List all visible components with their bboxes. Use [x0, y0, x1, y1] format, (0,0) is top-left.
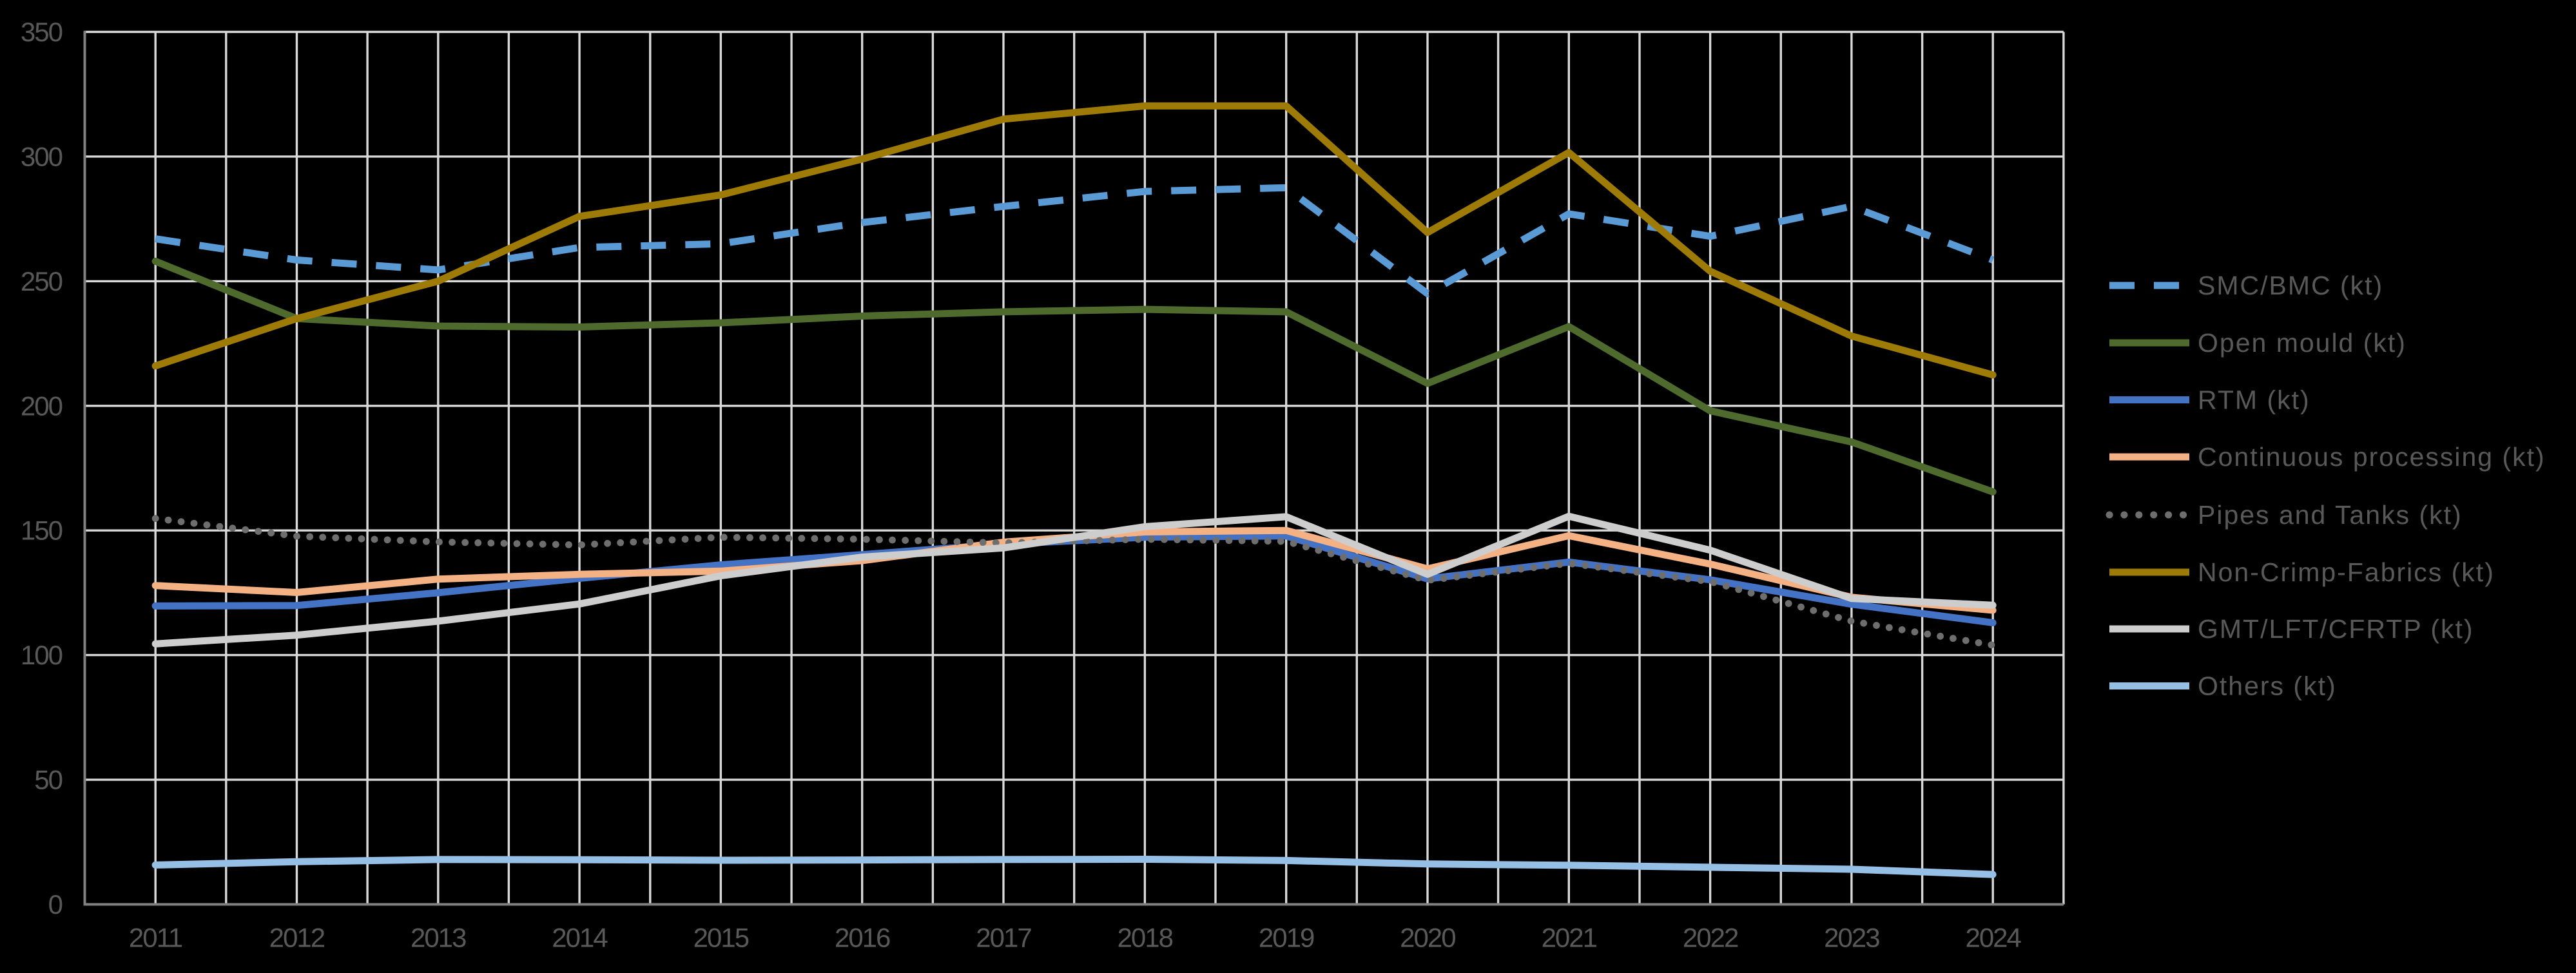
- svg-text:2024: 2024: [1965, 923, 2021, 953]
- svg-text:Open mould (kt): Open mould (kt): [2198, 328, 2407, 358]
- svg-text:150: 150: [21, 515, 63, 546]
- svg-text:2021: 2021: [1542, 923, 1597, 953]
- svg-text:2013: 2013: [411, 923, 466, 953]
- svg-text:2016: 2016: [835, 923, 890, 953]
- svg-text:50: 50: [34, 765, 62, 795]
- svg-text:2019: 2019: [1259, 923, 1314, 953]
- svg-text:250: 250: [21, 266, 63, 296]
- svg-text:200: 200: [21, 390, 63, 421]
- svg-text:Non-Crimp-Fabrics (kt): Non-Crimp-Fabrics (kt): [2198, 557, 2495, 587]
- svg-text:2014: 2014: [552, 923, 608, 953]
- svg-text:RTM (kt): RTM (kt): [2198, 385, 2310, 415]
- svg-text:350: 350: [21, 17, 63, 47]
- svg-text:0: 0: [48, 889, 63, 920]
- svg-text:2022: 2022: [1683, 923, 1738, 953]
- svg-text:2012: 2012: [269, 923, 325, 953]
- svg-text:Continuous processing (kt): Continuous processing (kt): [2198, 442, 2546, 472]
- svg-text:Pipes and Tanks (kt): Pipes and Tanks (kt): [2198, 500, 2463, 530]
- svg-text:GMT/LFT/CFRTP (kt): GMT/LFT/CFRTP (kt): [2198, 614, 2474, 644]
- svg-text:2018: 2018: [1118, 923, 1173, 953]
- svg-text:2017: 2017: [976, 923, 1031, 953]
- svg-text:100: 100: [21, 640, 63, 670]
- svg-text:300: 300: [21, 141, 63, 171]
- svg-text:Others (kt): Others (kt): [2198, 671, 2337, 701]
- svg-text:SMC/BMC (kt): SMC/BMC (kt): [2198, 271, 2383, 300]
- svg-text:2015: 2015: [693, 923, 749, 953]
- svg-text:2023: 2023: [1824, 923, 1879, 953]
- svg-text:2020: 2020: [1400, 923, 1455, 953]
- svg-text:2011: 2011: [129, 923, 182, 953]
